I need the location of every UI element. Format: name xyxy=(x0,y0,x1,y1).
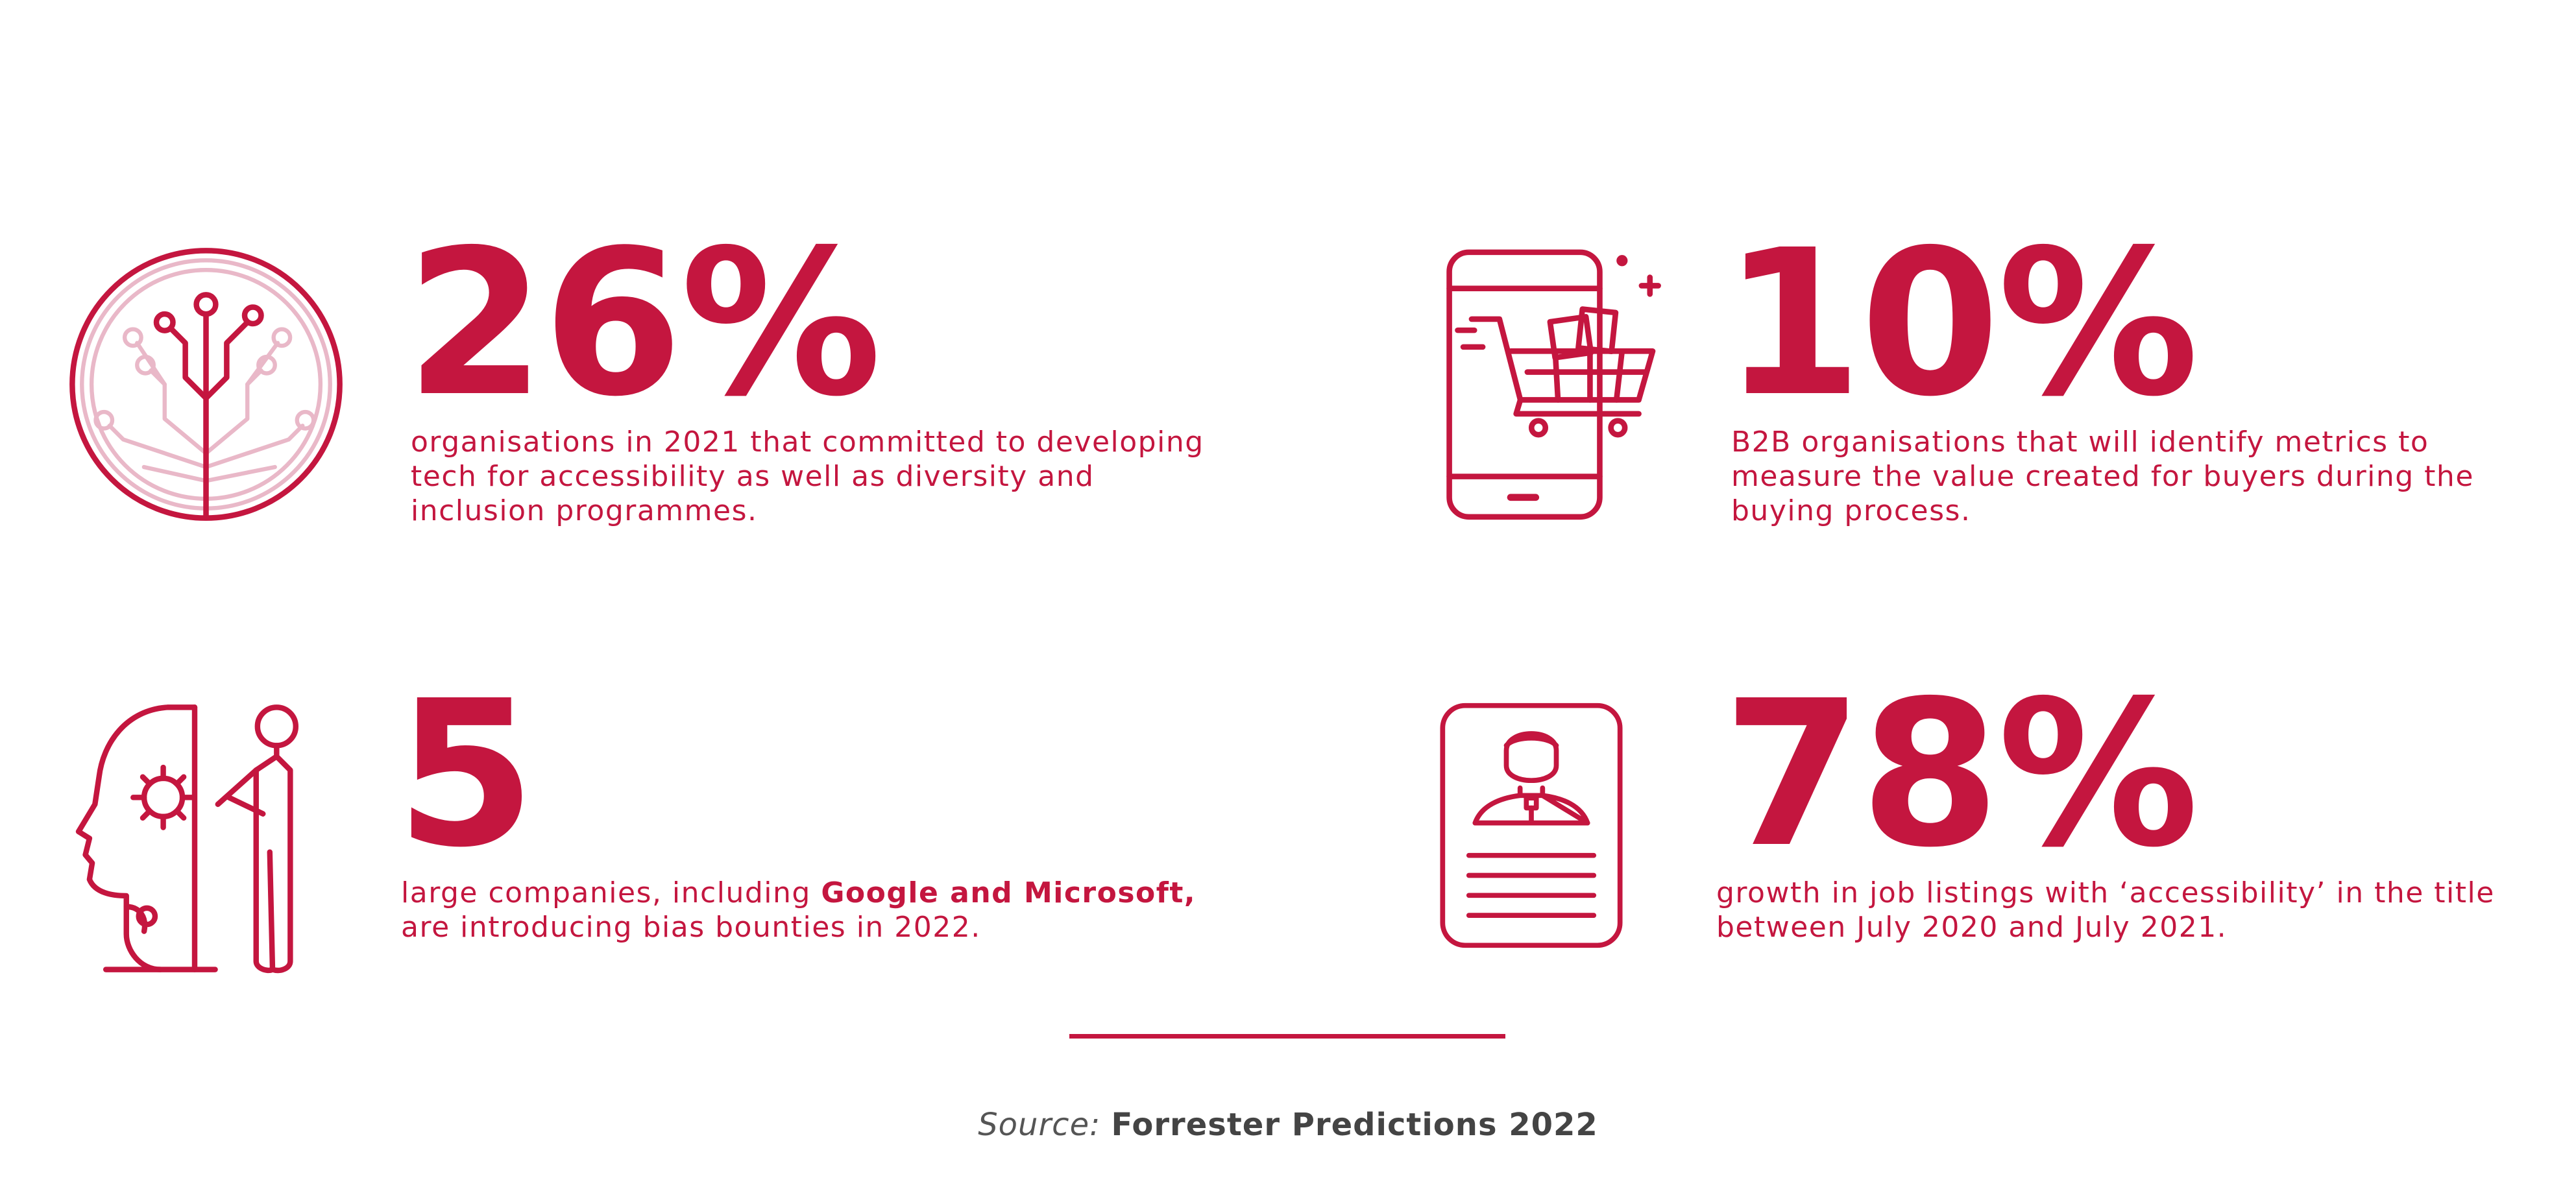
description-line: tech for accessibility as well as divers… xyxy=(411,460,1095,493)
description-line: between July 2020 and July 2021. xyxy=(1716,911,2228,944)
stat-description: organisations in 2021 that committed to … xyxy=(411,425,1204,528)
stat-value: 78% xyxy=(1723,658,2199,892)
description-line: large companies, including Google and Mi… xyxy=(401,876,1196,910)
stat-value: 10% xyxy=(1723,207,2199,441)
ai-head-person-icon xyxy=(65,701,324,976)
description-line: are introducing bias bounties in 2022. xyxy=(401,911,981,944)
stat-value: 26% xyxy=(406,207,882,441)
stat-description: large companies, including Google and Mi… xyxy=(401,876,1196,944)
description-bold-text: Google and Microsoft, xyxy=(821,876,1197,909)
description-line: inclusion programmes. xyxy=(411,494,758,527)
stat-description: B2B organisations that will identify met… xyxy=(1731,425,2474,528)
source-value: Forrester Predictions 2022 xyxy=(1111,1107,1598,1143)
profile-document-icon xyxy=(1437,701,1625,950)
description-line: B2B organisations that will identify met… xyxy=(1731,426,2429,459)
description-line: organisations in 2021 that committed to … xyxy=(411,426,1204,459)
description-line: buying process. xyxy=(1731,494,1971,527)
stat-value: 5 xyxy=(396,658,536,892)
mobile-shopping-cart-icon xyxy=(1444,246,1681,525)
circuit-tree-icon xyxy=(68,246,344,522)
description-line: measure the value created for buyers dur… xyxy=(1731,460,2474,493)
description-text: large companies, including xyxy=(401,876,821,909)
source-label: Source: xyxy=(978,1107,1101,1143)
description-line: growth in job listings with ‘accessibili… xyxy=(1716,876,2495,909)
stat-description: growth in job listings with ‘accessibili… xyxy=(1716,876,2495,944)
divider-line xyxy=(1069,1034,1505,1039)
source-citation: Source: Forrester Predictions 2022 xyxy=(0,1107,2576,1143)
